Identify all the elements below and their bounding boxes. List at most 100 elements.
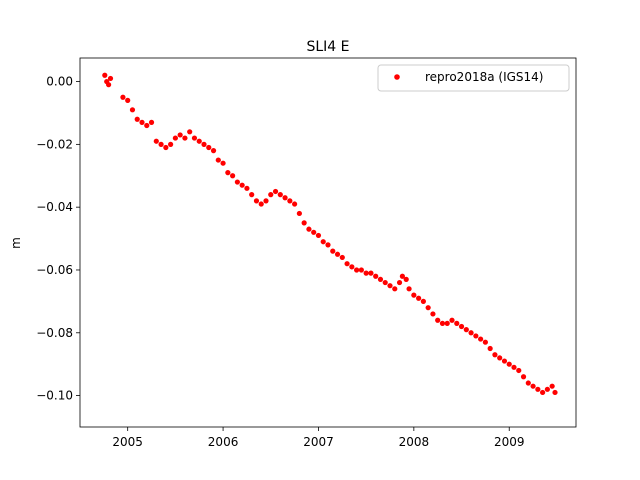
data-point: [487, 345, 493, 352]
data-point: [172, 135, 178, 141]
data-point: [107, 75, 114, 82]
data-point: [106, 82, 112, 88]
y-axis-ticks: 0.00 −0.02 −0.04 −0.06 −0.08 −0.10: [36, 75, 80, 403]
data-point: [148, 119, 155, 125]
data-point: [177, 132, 183, 138]
data-point: [511, 364, 517, 370]
data-point: [416, 295, 422, 301]
data-point: [516, 367, 522, 374]
data-point: [549, 383, 555, 389]
data-point: [225, 170, 231, 176]
data-point: [296, 210, 302, 217]
legend-label: repro2018a (IGS14): [425, 70, 543, 84]
y-tick-label: −0.08: [36, 326, 73, 340]
data-point: [387, 283, 393, 289]
data-point: [492, 352, 498, 358]
data-point: [220, 160, 226, 166]
data-point: [468, 330, 474, 336]
data-point: [444, 320, 450, 326]
data-point: [230, 173, 236, 179]
plot-frame: [79, 57, 577, 428]
data-point: [396, 279, 403, 286]
y-tick-label: −0.10: [36, 389, 73, 403]
legend-marker: [394, 74, 400, 80]
y-tick-label: −0.06: [36, 263, 73, 277]
data-point: [399, 273, 405, 279]
data-point: [473, 333, 479, 339]
data-point: [358, 267, 364, 273]
data-point: [373, 273, 379, 279]
data-point: [344, 261, 350, 267]
data-point: [244, 185, 250, 191]
data-point: [497, 355, 503, 361]
data-point: [292, 201, 298, 207]
data-point: [406, 286, 412, 292]
data-point: [535, 386, 541, 392]
data-point: [520, 374, 527, 380]
data-point: [102, 72, 108, 78]
data-point: [368, 270, 374, 276]
data-point: [482, 339, 488, 345]
data-point: [463, 327, 469, 333]
data-point: [320, 239, 326, 245]
data-point: [129, 107, 136, 113]
data-point: [311, 229, 317, 235]
data-point: [187, 129, 193, 135]
data-point: [301, 220, 307, 226]
legend-box: [377, 64, 570, 92]
x-tick-label: 2006: [208, 435, 239, 449]
data-point: [430, 311, 436, 317]
x-tick-label: 2009: [494, 435, 525, 449]
data-point: [282, 195, 288, 201]
data-point: [325, 242, 331, 248]
data-point: [544, 386, 550, 392]
data-point: [478, 336, 484, 342]
data-point: [420, 298, 426, 304]
data-point: [272, 188, 279, 195]
data-point: [334, 251, 341, 257]
data-point: [239, 182, 245, 188]
data-point: [139, 119, 145, 125]
data-points-layer: [102, 72, 558, 396]
data-point: [168, 141, 174, 147]
data-point: [454, 320, 460, 326]
y-tick-label: −0.04: [36, 200, 73, 214]
data-point: [201, 141, 207, 147]
x-tick-label: 2007: [303, 435, 334, 449]
data-point: [501, 358, 508, 364]
data-point: [315, 232, 322, 239]
data-point: [425, 305, 431, 311]
x-tick-label: 2008: [399, 435, 430, 449]
x-axis-ticks: 2005 2006 2007 2008 2009: [112, 427, 525, 449]
data-point: [306, 226, 312, 232]
data-point: [525, 380, 531, 386]
data-point: [339, 254, 345, 261]
data-point: [253, 198, 260, 204]
data-point: [382, 279, 388, 286]
data-point: [377, 276, 384, 282]
chart-title: SLI4 E: [306, 39, 349, 55]
data-point: [215, 157, 221, 163]
data-point: [439, 320, 446, 326]
y-axis-label: m: [9, 237, 23, 249]
data-point: [120, 94, 126, 100]
data-point: [392, 286, 398, 292]
data-point: [153, 138, 159, 144]
data-point: [552, 389, 558, 396]
data-point: [182, 135, 188, 141]
data-point: [403, 276, 409, 282]
data-point: [158, 141, 164, 147]
data-point: [540, 389, 546, 396]
data-point: [263, 198, 269, 204]
data-point: [363, 270, 369, 276]
data-point: [196, 138, 202, 144]
data-point: [411, 292, 417, 298]
y-tick-label: −0.02: [36, 137, 73, 151]
data-point: [268, 192, 274, 198]
data-point: [530, 383, 536, 389]
data-point: [125, 97, 131, 103]
data-point: [210, 148, 217, 154]
data-point: [449, 317, 455, 323]
data-point: [206, 144, 212, 151]
data-point: [330, 248, 336, 254]
